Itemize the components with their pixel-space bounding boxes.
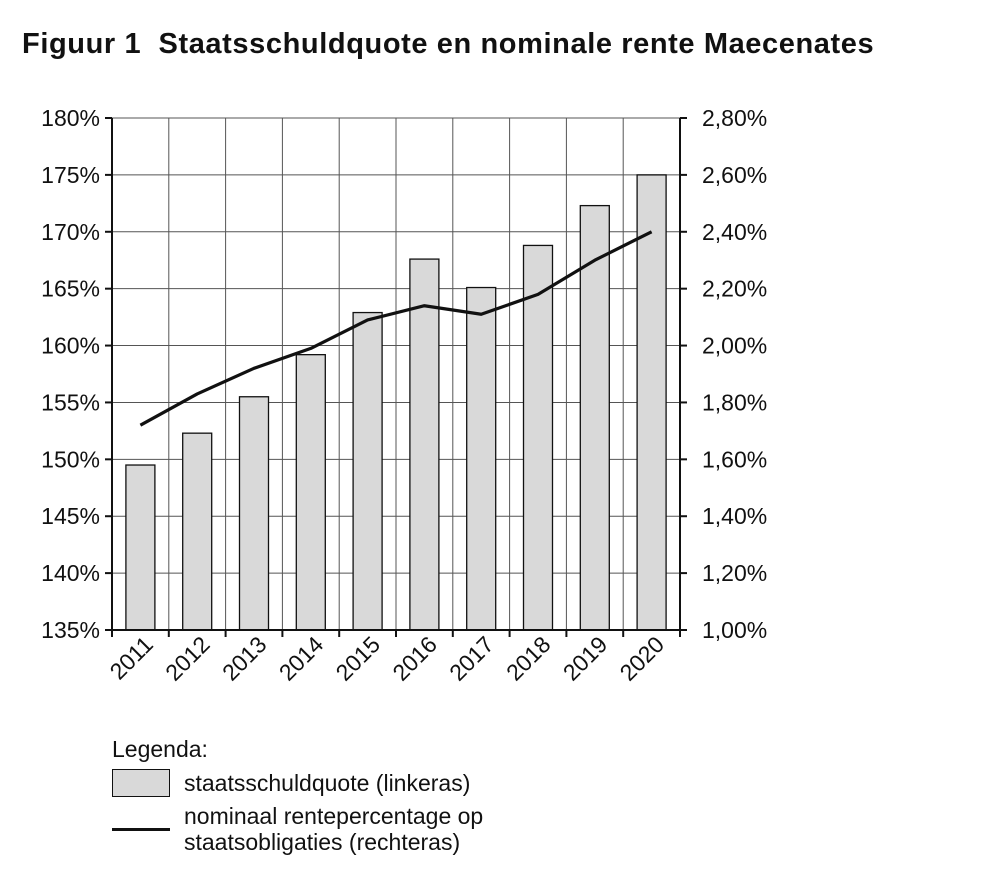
- page-title: Figuur 1 Staatsschuldquote en nominale r…: [22, 28, 875, 60]
- x-tick-label: 2011: [105, 631, 158, 684]
- left-tick-label: 135%: [41, 617, 100, 643]
- legend-item-bar: staatsschuldquote (linkeras): [112, 769, 483, 797]
- right-tick-label: 1,40%: [702, 503, 767, 529]
- bar-2012: [182, 432, 213, 631]
- left-tick-label: 155%: [41, 389, 100, 415]
- bar-2013: [238, 396, 270, 631]
- x-tick-label: 2013: [217, 631, 272, 686]
- legend-line-label-2: staatsobligaties (rechteras): [184, 829, 461, 855]
- line-series: [139, 230, 653, 427]
- right-tick-label: 2,80%: [702, 105, 767, 131]
- bar-2018: [522, 244, 554, 631]
- x-tick-label: 2015: [331, 631, 386, 686]
- left-tick-label: 140%: [41, 560, 100, 586]
- bar-2016: [409, 258, 440, 631]
- x-tick-label: 2020: [615, 631, 670, 686]
- bar-2020: [636, 174, 667, 631]
- x-tick-label: 2019: [558, 631, 613, 686]
- left-tick-label: 160%: [41, 333, 100, 359]
- x-tick-label: 2014: [274, 631, 329, 686]
- legend-bar-label: staatsschuldquote (linkeras): [184, 770, 471, 796]
- legend-line-swatch: [112, 827, 170, 831]
- x-tick-label: 2016: [387, 631, 442, 686]
- legend-line-label: nominaal rentepercentage op staatsobliga…: [184, 803, 483, 855]
- left-tick-label: 145%: [41, 503, 100, 529]
- right-tick-label: 1,80%: [702, 389, 767, 415]
- left-tick-label: 150%: [41, 446, 100, 472]
- right-tick-label: 2,60%: [702, 162, 767, 188]
- axes: [105, 117, 687, 637]
- bar-2017: [466, 286, 497, 631]
- right-tick-label: 2,40%: [702, 219, 767, 245]
- legend-title: Legenda:: [112, 736, 208, 762]
- rente-line: [139, 230, 653, 427]
- x-tick-label: 2012: [160, 631, 215, 686]
- right-tick-label: 1,20%: [702, 560, 767, 586]
- right-tick-label: 1,00%: [702, 617, 767, 643]
- combo-chart: 135% 1,00% 140% 1,20% 145% 1,40% 150% 1,60% 155%…: [41, 105, 767, 686]
- right-tick-label: 2,00%: [702, 333, 767, 359]
- legend-bar-swatch: [112, 769, 170, 797]
- left-tick-label: 180%: [41, 105, 100, 131]
- left-tick-label: 170%: [41, 219, 100, 245]
- right-tick-label: 2,20%: [702, 276, 767, 302]
- right-tick-label: 1,60%: [702, 446, 767, 472]
- x-tick-label: 2017: [444, 631, 499, 686]
- left-tick-label: 175%: [41, 162, 100, 188]
- bar-2011: [125, 464, 156, 631]
- left-tick-label: 165%: [41, 276, 100, 302]
- legend-item-line: nominaal rentepercentage op staatsobliga…: [112, 803, 483, 855]
- bar-2014: [295, 354, 326, 631]
- legend-line-label-1: nominaal rentepercentage op: [184, 803, 484, 829]
- legend: Legenda: staatsschuldquote (linkeras) no…: [112, 736, 483, 861]
- bar-2015: [352, 311, 383, 631]
- bar-2019: [579, 204, 610, 631]
- x-tick-label: 2018: [501, 631, 556, 686]
